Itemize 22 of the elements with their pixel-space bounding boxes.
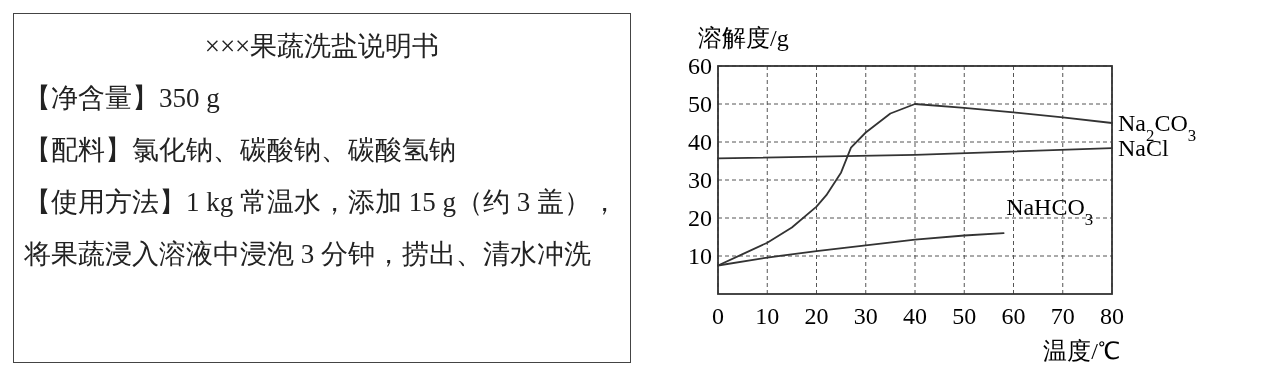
y-tick-label: 10	[688, 243, 712, 269]
x-tick-label: 80	[1100, 303, 1124, 329]
x-tick-label: 30	[853, 303, 878, 329]
x-axis-title: 温度/℃	[1043, 338, 1120, 364]
x-tick-label: 40	[903, 303, 927, 329]
y-tick-label: 60	[688, 53, 712, 79]
text: 【净含量】350 g	[24, 82, 221, 115]
text: ×××果蔬洗盐说明书	[203, 30, 441, 63]
x-tick-label: 0	[712, 303, 724, 329]
y-axis-title: 溶解度/g	[698, 25, 789, 51]
x-tick-label: 10	[755, 303, 780, 329]
y-tick-label: 30	[688, 167, 712, 193]
x-tick-label: 70	[1050, 303, 1075, 329]
y-tick-label: 20	[688, 205, 712, 231]
text: 【使用方法】1 kg 常温水，添加 15 g（约 3 盖），将果蔬浸入溶液中浸泡 3 分钟，捞出、清水冲洗	[24, 186, 619, 271]
x-tick-label: 60	[1001, 303, 1026, 329]
series-label: NaHCO$_{3}$	[1006, 194, 1094, 229]
x-tick-label: 50	[952, 303, 977, 329]
y-tick-label: 40	[688, 129, 712, 155]
y-tick-label: 50	[688, 91, 712, 117]
x-tick-label: 20	[804, 303, 829, 329]
text: 【配料】氯化钠、碳酸钠、碳酸氢钠	[24, 134, 457, 167]
